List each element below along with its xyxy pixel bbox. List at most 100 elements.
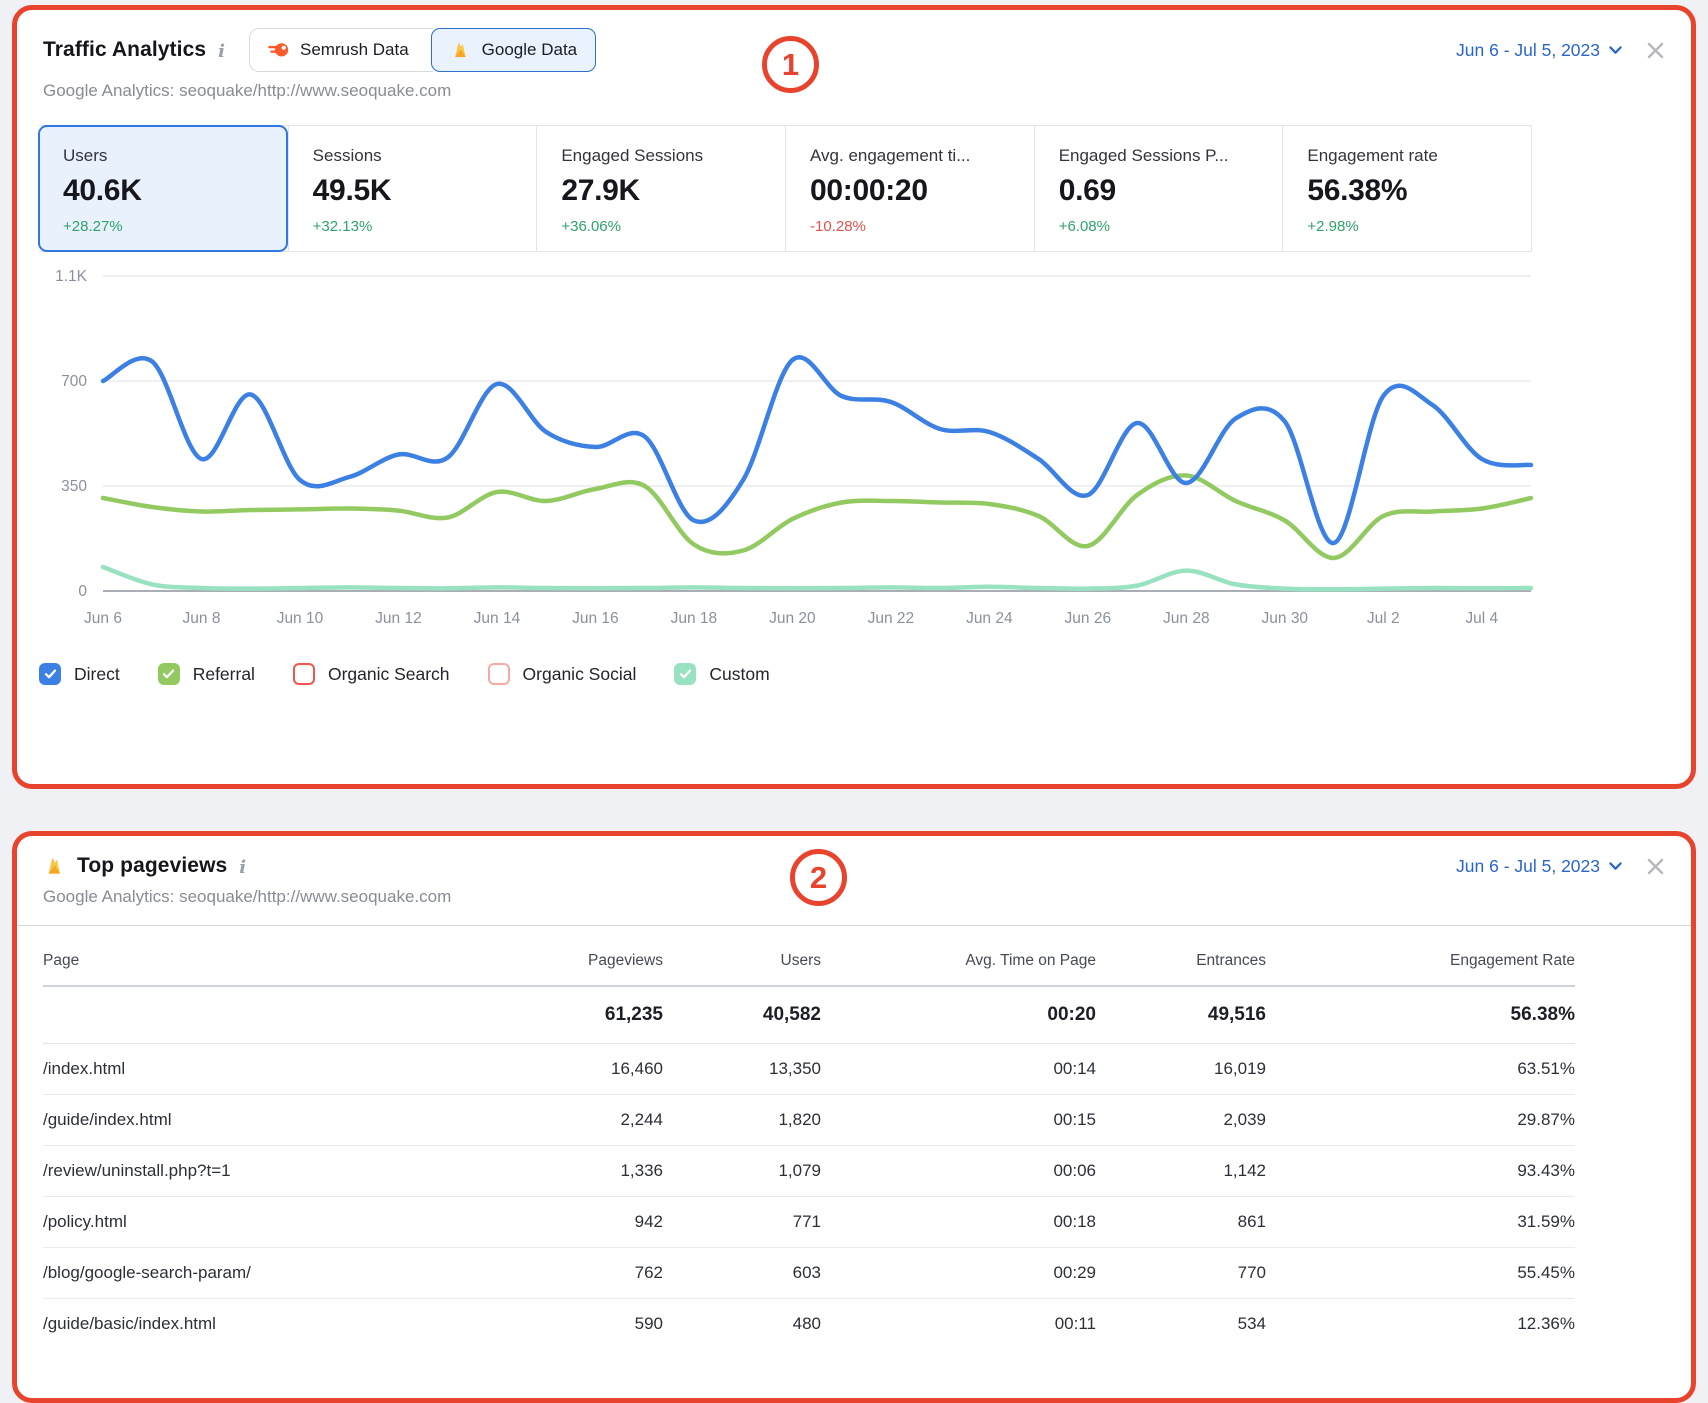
x-axis-tick-label: Jun 6 xyxy=(84,610,122,627)
value-cell: 603 xyxy=(663,1247,821,1299)
x-axis-tick-label: Jul 4 xyxy=(1465,610,1498,627)
x-axis-tick-label: Jun 28 xyxy=(1163,610,1210,627)
date-range-selector[interactable]: Jun 6 - Jul 5, 2023 xyxy=(1456,856,1622,877)
metric-card-engaged-sessions[interactable]: Engaged Sessions 27.9K +36.06% xyxy=(536,126,786,251)
page-path-cell[interactable]: /review/uninstall.php?t=1 xyxy=(43,1145,563,1197)
chevron-down-icon xyxy=(1609,45,1622,54)
value-cell: 1,079 xyxy=(663,1145,821,1197)
legend-checkbox-organic-search[interactable]: Organic Search xyxy=(292,663,450,685)
x-axis-tick-label: Jun 18 xyxy=(671,610,718,627)
y-axis-tick-label: 350 xyxy=(61,478,87,495)
column-header-page[interactable]: Page xyxy=(43,932,563,987)
legend-label: Organic Social xyxy=(522,663,637,684)
column-header-users[interactable]: Users xyxy=(663,932,821,987)
table-row: /review/uninstall.php?t=1 1,336 1,079 00:06… xyxy=(43,1145,1575,1197)
x-axis-tick-label: Jun 24 xyxy=(966,610,1013,627)
x-axis-tick-label: Jun 26 xyxy=(1065,610,1112,627)
total-cell: 61,235 xyxy=(563,986,663,1044)
legend-label: Custom xyxy=(709,663,770,684)
metric-card-engagement-rate[interactable]: Engagement rate 56.38% +2.98% xyxy=(1282,126,1532,251)
metric-label: Sessions xyxy=(312,146,382,165)
panel2-header: Top pageviews i Jun 6 - Jul 5, 2023 xyxy=(43,854,1665,878)
close-icon[interactable] xyxy=(1646,41,1665,60)
info-icon[interactable]: i xyxy=(239,856,247,878)
legend-checkbox-referral[interactable]: Referral xyxy=(157,663,255,685)
legend-checkbox-direct[interactable]: Direct xyxy=(39,663,120,685)
metric-value: 0.69 xyxy=(1058,174,1117,207)
metric-delta: +2.98% xyxy=(1307,218,1359,235)
metric-cards-row: Users 40.6K +28.27% Sessions 49.5K +32.13% Eng… xyxy=(38,125,1532,252)
metric-card-engaged-sessions-p[interactable]: Engaged Sessions P... 0.69 +6.08% xyxy=(1033,126,1283,251)
table-header: Page Pageviews Users Avg. Time on Page Entra… xyxy=(43,932,1575,987)
annotation-circle-1: 1 xyxy=(762,36,819,93)
total-cell xyxy=(43,986,563,1044)
x-axis-tick-label: Jun 8 xyxy=(183,610,221,627)
legend-checkbox-organic-social[interactable]: Organic Social xyxy=(487,663,637,685)
firebase-flame-icon xyxy=(48,857,60,874)
value-cell: 942 xyxy=(563,1196,663,1248)
checked-checkbox-icon xyxy=(674,663,697,685)
column-header-avg-time-on-page[interactable]: Avg. Time on Page xyxy=(821,932,1096,987)
column-header-entrances[interactable]: Entrances xyxy=(1096,932,1266,987)
semrush-data-label: Semrush Data xyxy=(300,40,409,59)
traffic-analytics-panel: Traffic Analytics i Semrush Data xyxy=(12,5,1696,789)
table-row: /guide/basic/index.html 590 480 00:11 534 12.… xyxy=(43,1299,1575,1350)
value-cell: 00:14 xyxy=(821,1043,1096,1095)
total-cell: 56.38% xyxy=(1266,986,1575,1044)
legend-checkbox-custom[interactable]: Custom xyxy=(674,663,770,685)
page-path-cell[interactable]: /guide/basic/index.html xyxy=(43,1314,216,1333)
checked-checkbox-icon xyxy=(157,663,180,685)
x-axis-tick-label: Jun 12 xyxy=(375,610,422,627)
metric-delta: +28.27% xyxy=(63,218,123,235)
metric-value: 27.9K xyxy=(561,174,640,207)
close-icon[interactable] xyxy=(1646,857,1665,876)
panel2-title: Top pageviews xyxy=(77,854,228,877)
unchecked-checkbox-icon xyxy=(487,663,510,685)
value-cell: 1,142 xyxy=(1096,1145,1266,1197)
chevron-down-icon xyxy=(1609,861,1622,870)
total-cell: 00:20 xyxy=(821,986,1096,1044)
panel2-subtitle: Google Analytics: seoquake/http://www.se… xyxy=(43,887,452,906)
date-range-selector[interactable]: Jun 6 - Jul 5, 2023 xyxy=(1456,40,1622,61)
column-header-engagement-rate[interactable]: Engagement Rate xyxy=(1266,932,1575,987)
page-path-cell[interactable]: /index.html xyxy=(43,1043,563,1095)
x-axis-tick-label: Jun 22 xyxy=(868,610,915,627)
metric-value: 00:00:20 xyxy=(810,174,928,207)
table-row: /blog/google-search-param/762 603 00:29 770… xyxy=(43,1247,1575,1299)
total-cell: 40,582 xyxy=(663,986,821,1044)
metric-card-sessions[interactable]: Sessions 49.5K +32.13% xyxy=(287,126,537,251)
series-line-direct xyxy=(100,355,1534,546)
table-row: /policy.html 942 771 00:18 861 31.59% xyxy=(43,1196,1575,1248)
value-cell: 534 xyxy=(1237,1314,1266,1333)
value-cell: 16,460 xyxy=(563,1043,663,1095)
panel1-header: Traffic Analytics i Semrush Data xyxy=(43,28,1665,72)
value-cell: 771 xyxy=(663,1196,821,1248)
value-cell: 2,039 xyxy=(1096,1094,1266,1146)
value-cell: 770 xyxy=(1096,1247,1266,1299)
value-cell: 13,350 xyxy=(663,1043,821,1095)
info-icon[interactable]: i xyxy=(218,40,225,62)
column-header-pageviews[interactable]: Pageviews xyxy=(563,932,663,987)
value-cell: 00:11 xyxy=(1054,1314,1096,1333)
date-range-label: Jun 6 - Jul 5, 2023 xyxy=(1456,39,1600,60)
metric-label: Avg. engagement ti... xyxy=(810,146,971,165)
value-cell: 00:18 xyxy=(821,1196,1096,1248)
top-pageviews-panel: Top pageviews i Jun 6 - Jul 5, 2023 Goog… xyxy=(12,831,1696,1403)
y-axis-tick-label: 0 xyxy=(78,583,87,600)
google-data-button[interactable]: Google Data xyxy=(430,28,597,72)
totals-row: 61,235 40,582 00:20 49,516 56.38% xyxy=(43,986,1575,1044)
x-axis-tick-label: Jul 2 xyxy=(1367,610,1400,627)
metric-label: Engaged Sessions P... xyxy=(1058,146,1229,165)
page-path-cell[interactable]: /blog/google-search-param/ xyxy=(43,1247,563,1299)
semrush-data-button[interactable]: Semrush Data xyxy=(249,28,433,72)
metric-label: Engagement rate xyxy=(1307,146,1438,165)
page-path-cell[interactable]: /guide/index.html xyxy=(43,1094,563,1146)
value-cell: 00:06 xyxy=(821,1145,1096,1197)
metric-card-avg-engagement-ti[interactable]: Avg. engagement ti... 00:00:20 -10.28% xyxy=(785,126,1034,251)
metric-label: Engaged Sessions xyxy=(561,146,704,165)
metric-card-users[interactable]: Users 40.6K +28.27% xyxy=(38,125,288,252)
legend-label: Direct xyxy=(74,663,120,684)
value-cell: 55.45% xyxy=(1266,1247,1575,1299)
value-cell: 93.43% xyxy=(1266,1145,1575,1197)
page-path-cell[interactable]: /policy.html xyxy=(43,1196,563,1248)
